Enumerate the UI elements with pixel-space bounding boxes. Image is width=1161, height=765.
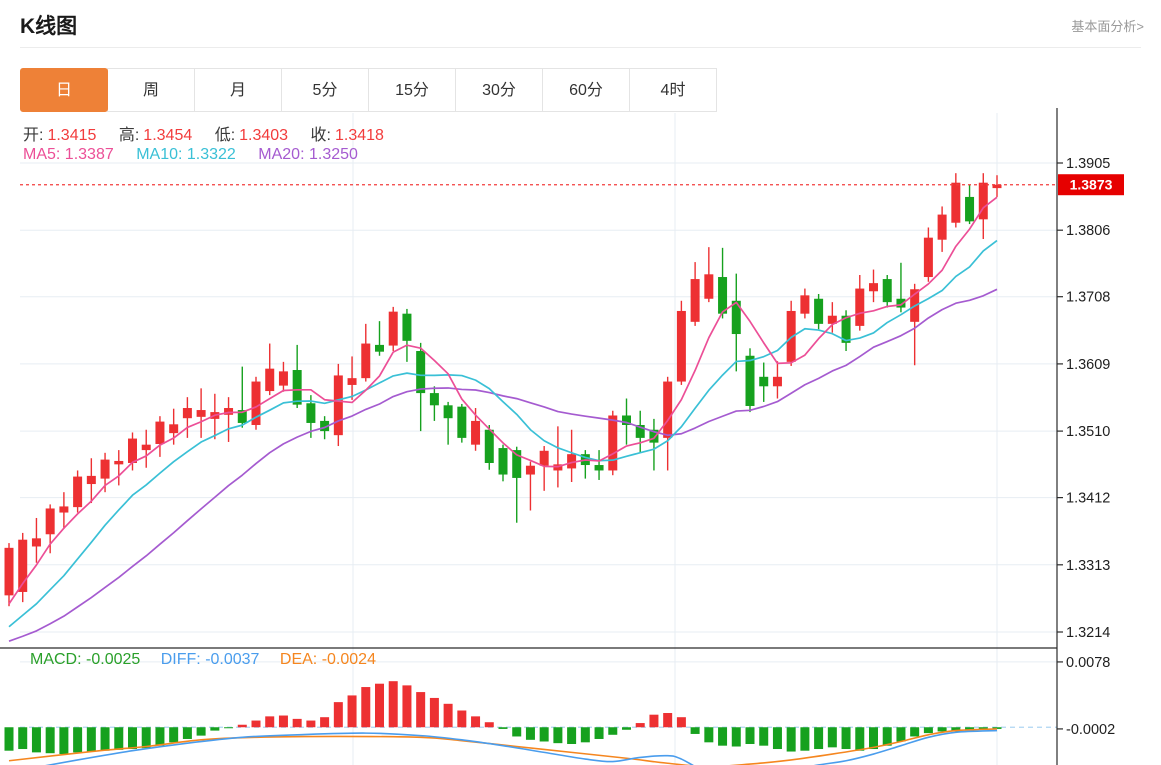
dea-legend-item: DEA: -0.0024 xyxy=(279,651,376,668)
macd-legend: MACD: -0.0025 DIFF: -0.0037 DEA: -0.0024 xyxy=(30,651,392,669)
fundamental-analysis-link[interactable]: 基本面分析> xyxy=(1071,19,1144,34)
ma-legend: MA5: 1.3387 MA10: 1.3322 MA20: 1.3250 xyxy=(23,146,376,164)
tab-day[interactable]: 日 xyxy=(20,68,108,112)
open-label: 开: xyxy=(23,127,44,144)
header-divider xyxy=(20,47,1141,48)
high-value: 1.3454 xyxy=(143,127,193,144)
close-label: 收: xyxy=(310,127,331,144)
low-value: 1.3403 xyxy=(239,127,289,144)
ma20-line xyxy=(8,288,998,642)
current-price-badge: 1.3873 xyxy=(1058,174,1124,196)
axis-tick-label: 1.3905 xyxy=(1066,156,1110,172)
ohlc-legend: 开: 1.3415 高: 1.3454 低: 1.3403 收: 1.3418 xyxy=(23,121,402,145)
ma10-line xyxy=(8,239,998,628)
ma5-line xyxy=(8,196,998,605)
low-label: 低: xyxy=(214,127,236,144)
axis-tick-label: -0.0002 xyxy=(1066,722,1115,738)
axis-tick-label: 1.3412 xyxy=(1066,491,1110,507)
axis-tick-label: 1.3609 xyxy=(1066,357,1110,373)
current-price-badge-label: 1.3873 xyxy=(1070,177,1113,193)
tab-m5[interactable]: 5分 xyxy=(281,68,369,112)
ma5-legend-item: MA5: 1.3387 xyxy=(23,146,114,163)
tab-week[interactable]: 周 xyxy=(107,68,195,112)
price-gridlines xyxy=(20,162,1057,663)
tab-m30[interactable]: 30分 xyxy=(455,68,543,112)
macd-legend-item: MACD: -0.0025 xyxy=(30,651,141,668)
vertical-gridlines xyxy=(352,113,998,765)
dea-line xyxy=(8,728,998,765)
candlestick-series xyxy=(4,173,1002,607)
macd-histogram xyxy=(4,681,1002,755)
page-title: K线图 xyxy=(20,15,78,38)
tab-m60[interactable]: 60分 xyxy=(542,68,630,112)
axis-tick-label: 1.3708 xyxy=(1066,290,1110,306)
diff-legend-item: DIFF: -0.0037 xyxy=(160,651,260,668)
axis-tick-label: 0.0078 xyxy=(1066,655,1110,671)
high-label: 高: xyxy=(118,127,140,144)
tab-h4[interactable]: 4时 xyxy=(629,68,717,112)
tab-month[interactable]: 月 xyxy=(194,68,282,112)
ma10-legend-item: MA10: 1.3322 xyxy=(136,146,236,163)
axis-tick-label: 1.3214 xyxy=(1066,625,1110,641)
axis-tick-label: 1.3510 xyxy=(1066,424,1110,440)
tab-m15[interactable]: 15分 xyxy=(368,68,456,112)
diff-line xyxy=(45,729,998,765)
ma20-legend-item: MA20: 1.3250 xyxy=(258,146,358,163)
open-value: 1.3415 xyxy=(47,127,97,144)
axis-tick-label: 1.3806 xyxy=(1066,223,1110,239)
interval-tabs: 日周月 5分 15分 30分 60分 4时 xyxy=(20,68,717,112)
price-axis: 1.3905 1.3806 1.3708 1.3609 1.3510 1.3412 1.33… xyxy=(0,108,1115,765)
close-value: 1.3418 xyxy=(334,127,384,144)
axis-tick-label: 1.3313 xyxy=(1066,558,1110,574)
